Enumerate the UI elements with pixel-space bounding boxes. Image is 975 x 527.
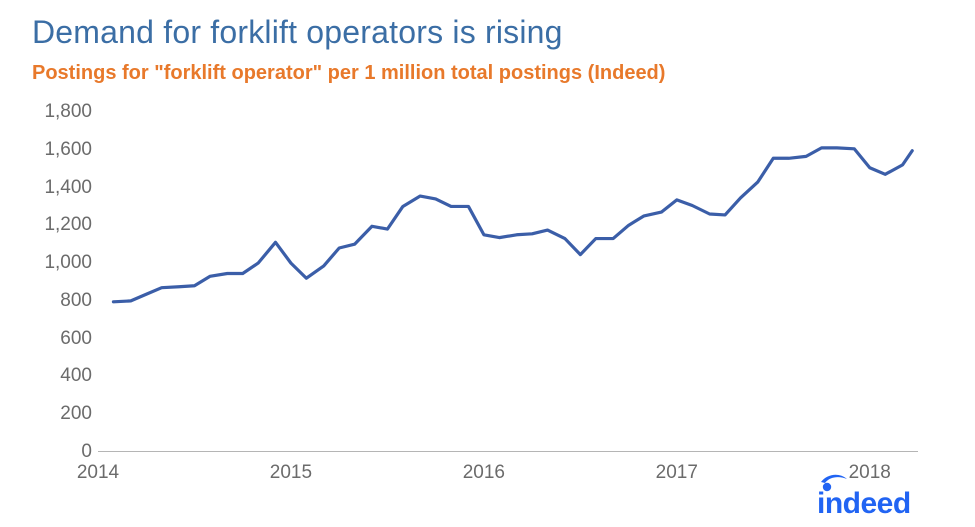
y-tick-label: 0: [32, 441, 92, 463]
series-line: [113, 148, 912, 302]
y-tick-label: 1,400: [32, 177, 92, 199]
y-tick-label: 1,800: [32, 101, 92, 123]
x-tick-label: 2016: [444, 462, 524, 484]
indeed-logo: indeed: [817, 473, 947, 517]
y-tick-label: 400: [32, 365, 92, 387]
x-tick-label: 2014: [58, 462, 138, 484]
x-tick-label: 2015: [251, 462, 331, 484]
chart-frame: Demand for forklift operators is rising …: [0, 0, 975, 527]
chart-subtitle: Postings for "forklift operator" per 1 m…: [32, 62, 665, 85]
y-tick-label: 1,200: [32, 214, 92, 236]
y-tick-label: 1,000: [32, 252, 92, 274]
plot-area: [98, 112, 918, 452]
x-tick-label: 2017: [637, 462, 717, 484]
chart-title: Demand for forklift operators is rising: [32, 14, 563, 51]
y-tick-label: 1,600: [32, 139, 92, 161]
y-tick-label: 800: [32, 290, 92, 312]
y-tick-label: 200: [32, 403, 92, 425]
svg-text:indeed: indeed: [817, 487, 911, 517]
y-tick-label: 600: [32, 328, 92, 350]
line-chart-svg: [98, 112, 918, 452]
